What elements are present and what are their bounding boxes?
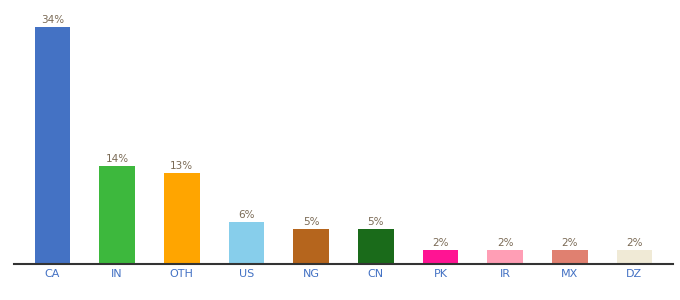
Bar (99, 167, 135, 264)
Text: 2%: 2% (432, 238, 449, 248)
Bar (617, 250, 652, 264)
Bar (358, 229, 394, 264)
Text: 2%: 2% (626, 238, 643, 248)
Text: 5%: 5% (367, 217, 384, 227)
Bar (164, 173, 199, 264)
Bar (293, 229, 329, 264)
Bar (488, 250, 523, 264)
Text: 6%: 6% (238, 210, 254, 220)
Text: 5%: 5% (303, 217, 320, 227)
Text: 13%: 13% (170, 161, 193, 171)
Text: 2%: 2% (562, 238, 578, 248)
Text: 2%: 2% (497, 238, 513, 248)
Bar (35, 27, 70, 264)
Text: 14%: 14% (105, 154, 129, 164)
Bar (552, 250, 588, 264)
Bar (228, 222, 265, 264)
Bar (422, 250, 458, 264)
Text: 34%: 34% (41, 15, 64, 25)
